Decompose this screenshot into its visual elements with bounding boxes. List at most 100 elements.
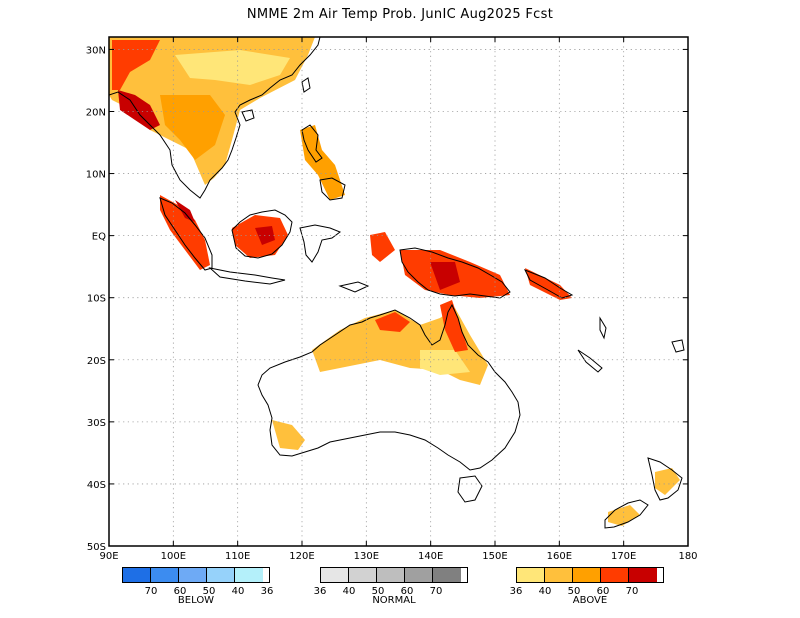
shade-solomons [525, 268, 572, 300]
lat-label: EQ [92, 232, 106, 243]
shade-sumatra-dark [175, 200, 195, 222]
legend-tick-label: 60 [400, 586, 414, 597]
shade-philippines [300, 125, 345, 200]
legend-tick-label: 70 [144, 586, 158, 597]
shade-kimberley [375, 312, 410, 332]
legend-swatch [601, 568, 629, 582]
legend-swatch [573, 568, 601, 582]
legend-normal-name: NORMAL [372, 595, 416, 606]
legend-swatch [377, 568, 405, 582]
shade-sulawesi [370, 232, 395, 262]
coast-timor [338, 281, 370, 293]
lon-label: 130E [354, 551, 379, 560]
coast-java [208, 267, 286, 285]
coast-australia [257, 303, 521, 471]
map-frame [108, 36, 689, 547]
coast-tasmania [457, 475, 483, 503]
lon-labels: 90E 100E 110E 120E 130E 140E 150E 160E 170E 180 [99, 551, 697, 560]
coast-philippines-luzon [301, 124, 323, 163]
legend-normal-ticks: 36 40 50 60 70 [314, 583, 468, 597]
gridlines [109, 37, 688, 546]
legend-tick-label: 36 [260, 586, 274, 597]
legend-tick-label: 40 [538, 586, 552, 597]
lat-label: 30S [87, 418, 106, 429]
shade-nz-north [655, 468, 680, 495]
lat-label: 30N [86, 45, 106, 56]
legend-above-name: ABOVE [572, 595, 608, 606]
legend-swatch [123, 568, 151, 582]
coast-vanuatu [599, 316, 607, 340]
legend-swatch [545, 568, 573, 582]
lon-label: 150E [482, 551, 507, 560]
legend-tick-label: 50 [202, 586, 216, 597]
lat-label: 20S [87, 356, 106, 367]
coast-philippines-mindanao [319, 177, 346, 201]
legend-tick-label: 70 [429, 586, 443, 597]
lon-label: 140E [418, 551, 443, 560]
lat-label: 10N [86, 170, 106, 181]
shade-indochina-dark [112, 40, 160, 90]
coast-sulawesi [299, 224, 342, 263]
axis-ticks [108, 37, 689, 547]
legend-tick-label: 40 [342, 586, 356, 597]
coast-solomons [523, 269, 574, 299]
legend-normal-swatches [320, 567, 468, 583]
legend-above-ticks: 36 40 50 60 70 [510, 583, 664, 597]
legend-tick-label: 50 [371, 586, 385, 597]
legend-tick-label: 70 [625, 586, 639, 597]
coast-hainan [241, 109, 255, 122]
shade-sw-australia [272, 420, 305, 450]
coast-borneo [231, 209, 293, 259]
legend-tick-label: 36 [313, 586, 327, 597]
legend-tick-label: 50 [567, 586, 581, 597]
lon-label: 100E [161, 551, 186, 560]
legend-swatch [349, 568, 377, 582]
legend-swatch [207, 568, 235, 582]
legend-above-swatches [516, 567, 664, 583]
coast-nz-south [604, 499, 649, 529]
shade-sumatra [160, 195, 210, 270]
legend-tick-label: 60 [173, 586, 187, 597]
legend-swatch [629, 568, 657, 582]
lon-label: 90E [99, 551, 118, 560]
lat-label: 40S [87, 480, 106, 491]
lat-label: 50S [87, 542, 106, 553]
lon-label: 110E [225, 551, 250, 560]
lon-label: 180 [678, 551, 697, 560]
lat-label: 20N [86, 107, 106, 118]
shade-china-light [175, 50, 290, 85]
legend-above: 36 40 50 60 70 ABOVE [510, 567, 664, 606]
legend-swatch [517, 568, 545, 582]
legend-swatch [235, 568, 263, 582]
legend-swatch [433, 568, 461, 582]
shade-nz-south [608, 505, 640, 526]
coast-asia-mainland [109, 37, 321, 199]
shade-new-guinea-dark [430, 262, 460, 290]
legend-tick-label: 36 [509, 586, 523, 597]
legend-tick-label: 60 [596, 586, 610, 597]
legend-below-ticks: 70 60 50 40 36 [122, 583, 274, 597]
legend-swatch [321, 568, 349, 582]
coast-taiwan [301, 77, 311, 93]
coast-nz-north [647, 457, 683, 501]
legend-below-swatches [122, 567, 270, 583]
forecast-map: 30N 20N 10N EQ 10S 20S 30S 40S 50S 90E 100E 110E 12… [86, 36, 698, 560]
lat-labels: 30N 20N 10N EQ 10S 20S 30S 40S 50S [86, 45, 106, 553]
legend-below-name: BELOW [177, 595, 215, 606]
shade-burma-red [118, 90, 160, 130]
legend-below: 70 60 50 40 36 BELOW [122, 567, 274, 606]
legend-swatch [405, 568, 433, 582]
lon-label: 120E [289, 551, 314, 560]
legend-normal: 36 40 50 60 70 NORMAL [314, 567, 468, 606]
coast-fiji [671, 339, 685, 353]
legend-tick-label: 40 [231, 586, 245, 597]
lat-label: 10S [87, 294, 106, 305]
lon-label: 170E [611, 551, 636, 560]
coastlines [109, 37, 685, 529]
chart-title: NMME 2m Air Temp Prob. JunIC Aug2025 Fcs… [246, 7, 554, 22]
shading-layer [109, 37, 680, 526]
shade-cape-york [440, 300, 468, 352]
legend-swatch [151, 568, 179, 582]
shade-n-australia-light [420, 350, 470, 375]
lon-label: 160E [547, 551, 572, 560]
